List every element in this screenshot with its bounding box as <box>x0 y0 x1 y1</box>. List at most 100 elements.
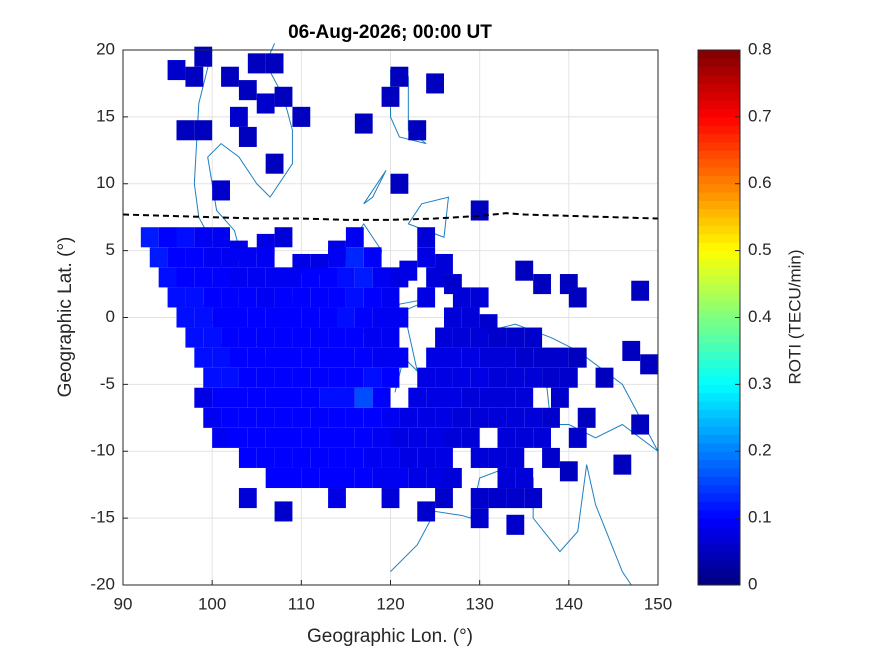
colorbar-step <box>698 518 740 527</box>
cell <box>372 347 391 368</box>
coastline <box>363 170 387 205</box>
x-tick-label: 120 <box>376 594 404 613</box>
cell <box>319 467 337 489</box>
x-tick-label: 150 <box>644 594 672 613</box>
cell <box>515 387 534 408</box>
y-axis-label: Geographic Lat. (°) <box>55 237 76 398</box>
cell <box>203 247 222 268</box>
cell <box>452 407 471 428</box>
colorbar-step <box>698 392 740 402</box>
cell <box>319 427 337 448</box>
colorbar-step <box>698 225 740 235</box>
colorbar-step <box>698 493 740 502</box>
cell <box>345 227 364 248</box>
cell <box>158 267 177 288</box>
cell <box>515 347 534 368</box>
cell <box>212 347 230 368</box>
cell <box>337 267 355 288</box>
cell <box>247 307 266 328</box>
y-tick-label: 15 <box>96 106 115 125</box>
cell <box>274 86 293 107</box>
cell <box>426 267 444 288</box>
cell <box>292 407 311 428</box>
cell <box>497 387 516 408</box>
cell <box>542 447 560 468</box>
colorbar-step <box>698 116 740 126</box>
colorbar-step <box>698 217 740 227</box>
cell <box>167 247 186 268</box>
colorbar-step <box>698 426 740 436</box>
y-tick-label: 5 <box>106 240 115 259</box>
colorbar-step <box>698 551 740 561</box>
cell <box>435 488 453 509</box>
cell <box>372 387 391 408</box>
cell <box>426 467 444 489</box>
cell <box>212 227 230 248</box>
cell <box>230 267 248 288</box>
cell <box>221 66 239 87</box>
coastline <box>193 43 293 299</box>
cell <box>319 347 337 368</box>
cell <box>470 508 489 529</box>
cell <box>444 387 462 408</box>
chart-title: 06-Aug-2026; 00:00 UT <box>288 22 492 43</box>
cell <box>444 347 462 368</box>
colorbar-step <box>698 100 740 110</box>
colorbar-step <box>698 417 740 427</box>
colorbar: 0 0.1 0.2 0.3 0.4 0.5 0.6 0.7 0.8 <box>697 39 772 593</box>
colorbar-step <box>698 401 740 410</box>
x-tick-label: 110 <box>288 594 315 613</box>
cell <box>497 467 516 489</box>
cell <box>185 327 204 348</box>
colorbar-step <box>698 58 740 68</box>
cell <box>230 427 248 448</box>
cell <box>506 407 525 428</box>
cell <box>274 327 293 348</box>
cell <box>194 120 213 141</box>
cell <box>328 287 346 308</box>
colorbar-step <box>698 208 740 218</box>
colorbar-step <box>698 559 740 569</box>
cell <box>256 367 275 388</box>
cell <box>533 427 551 448</box>
x-tick-label: 90 <box>114 594 133 613</box>
cell <box>381 327 400 348</box>
colorbar-tick-label: 0.4 <box>748 307 772 326</box>
cell <box>238 126 257 147</box>
cell <box>319 387 337 408</box>
cell <box>301 467 320 489</box>
cell <box>399 407 418 428</box>
cell <box>301 307 320 328</box>
colorbar-tick-label: 0.1 <box>748 508 772 527</box>
cell <box>354 267 373 288</box>
cell <box>283 347 302 368</box>
cell <box>247 267 266 288</box>
cell <box>363 287 382 308</box>
cell <box>506 327 525 348</box>
cell <box>256 287 275 308</box>
cell <box>185 247 204 268</box>
cell <box>212 180 230 201</box>
cell <box>265 307 284 328</box>
cell <box>283 267 302 288</box>
colorbar-step <box>698 342 740 352</box>
cell <box>390 347 409 368</box>
colorbar-step <box>698 409 740 419</box>
cell <box>452 287 471 308</box>
cell <box>274 447 293 468</box>
cell <box>230 307 248 328</box>
cell <box>176 267 195 288</box>
cell <box>408 427 427 448</box>
cell <box>328 327 346 348</box>
cell <box>265 387 284 408</box>
cell <box>310 407 329 428</box>
x-tick-label: 130 <box>465 594 493 613</box>
cell <box>363 367 382 388</box>
cell <box>176 227 195 248</box>
cell <box>292 327 311 348</box>
cell <box>542 367 560 388</box>
cell <box>524 488 543 509</box>
cell <box>515 260 534 281</box>
cell <box>328 488 346 509</box>
cell <box>256 247 275 268</box>
